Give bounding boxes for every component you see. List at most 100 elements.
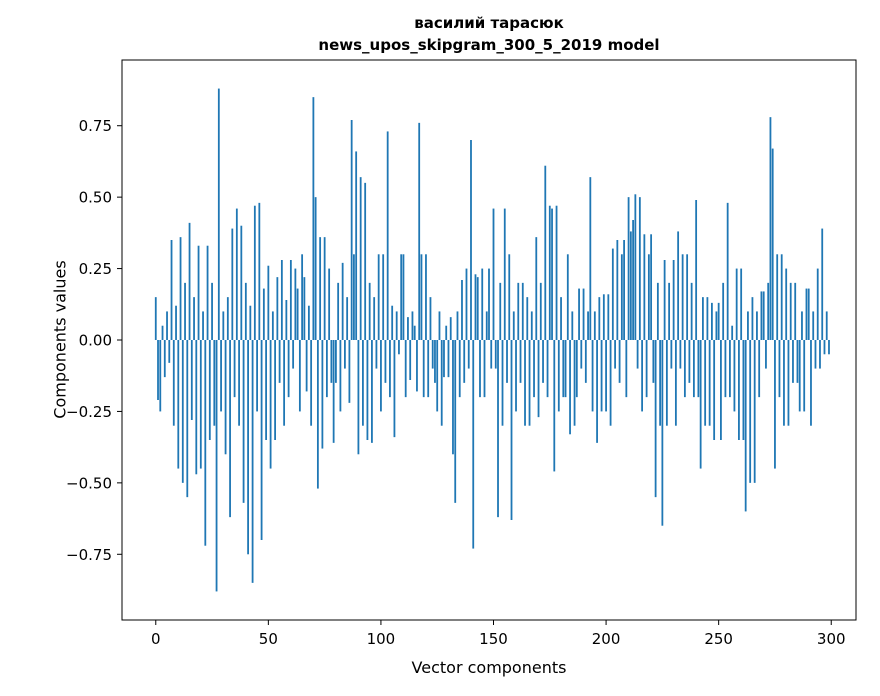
bar [483, 340, 486, 398]
bar [598, 297, 601, 340]
bar [222, 311, 225, 340]
x-tick-label: 250 [704, 630, 733, 648]
bar [276, 277, 279, 340]
bar [776, 254, 779, 340]
bar [440, 340, 443, 426]
bar [528, 340, 531, 426]
bar [814, 340, 817, 369]
bar [163, 340, 166, 378]
bar [722, 282, 725, 340]
bar [274, 340, 276, 440]
bar [168, 340, 171, 363]
bar [458, 340, 461, 398]
bar [690, 282, 693, 340]
bar [161, 325, 164, 340]
bar [186, 340, 189, 498]
chart-title: василий тарасюк news_upos_skipgram_300_5… [122, 12, 856, 56]
bar [373, 297, 376, 340]
bar [521, 282, 524, 340]
bar [206, 245, 209, 340]
bar [607, 294, 610, 340]
bar [679, 340, 682, 369]
bar [733, 340, 736, 412]
bar [756, 311, 758, 340]
bar [413, 325, 416, 340]
bar [778, 340, 781, 398]
bar [510, 340, 513, 520]
bar [463, 340, 466, 383]
bar [377, 254, 380, 340]
bar [765, 340, 767, 369]
bar [330, 340, 333, 383]
bar [447, 340, 450, 378]
bar [616, 240, 619, 340]
x-tick-label: 300 [817, 630, 846, 648]
bar [323, 237, 326, 340]
bar [398, 340, 400, 355]
bar [348, 340, 351, 403]
bar [578, 288, 580, 340]
bar [771, 148, 774, 340]
bar [751, 297, 754, 340]
bar [411, 311, 414, 340]
bar [692, 340, 695, 398]
bar [494, 340, 497, 369]
bar [627, 197, 630, 340]
bar [542, 340, 544, 383]
bar [301, 254, 304, 340]
bar [344, 340, 346, 369]
bar [443, 340, 445, 378]
bar [636, 340, 639, 369]
bar [422, 340, 425, 398]
y-tick-label: −0.75 [66, 546, 112, 564]
bar [789, 282, 792, 340]
bar [517, 282, 520, 340]
bar [749, 340, 752, 483]
bar [213, 340, 216, 426]
bar [695, 200, 698, 340]
bar [402, 254, 405, 340]
bar [519, 340, 522, 383]
bar [774, 340, 776, 469]
bar [202, 311, 204, 340]
bar [546, 340, 549, 398]
bar [785, 268, 788, 340]
bar [638, 197, 641, 340]
bar [652, 340, 655, 383]
bar [769, 117, 772, 340]
bar [625, 340, 628, 398]
bar [683, 340, 686, 398]
bar [551, 208, 553, 340]
bar [740, 268, 743, 340]
bar [526, 297, 529, 340]
bar [555, 205, 558, 340]
bar [713, 340, 716, 440]
bar [298, 340, 301, 412]
axes-frame [121, 59, 857, 621]
bar [337, 282, 340, 340]
bar [217, 88, 220, 340]
bar [157, 340, 159, 400]
bar [296, 288, 299, 340]
bar [582, 288, 585, 340]
bar [571, 311, 574, 340]
bar [726, 202, 729, 340]
bar [445, 325, 448, 340]
bar [747, 311, 749, 340]
bar [803, 340, 806, 412]
bar [461, 280, 463, 340]
bar [368, 282, 371, 340]
bar [335, 340, 337, 383]
bar [431, 340, 434, 369]
bar [665, 340, 668, 426]
bar [391, 305, 394, 340]
chart-title-line2: news_upos_skipgram_300_5_2019 model [318, 36, 660, 54]
bar [190, 340, 193, 420]
bar [548, 205, 551, 340]
bar [720, 340, 722, 440]
bar [479, 340, 481, 398]
bar [762, 291, 765, 340]
bar [629, 231, 632, 340]
bar [262, 288, 265, 340]
bar [591, 340, 594, 412]
